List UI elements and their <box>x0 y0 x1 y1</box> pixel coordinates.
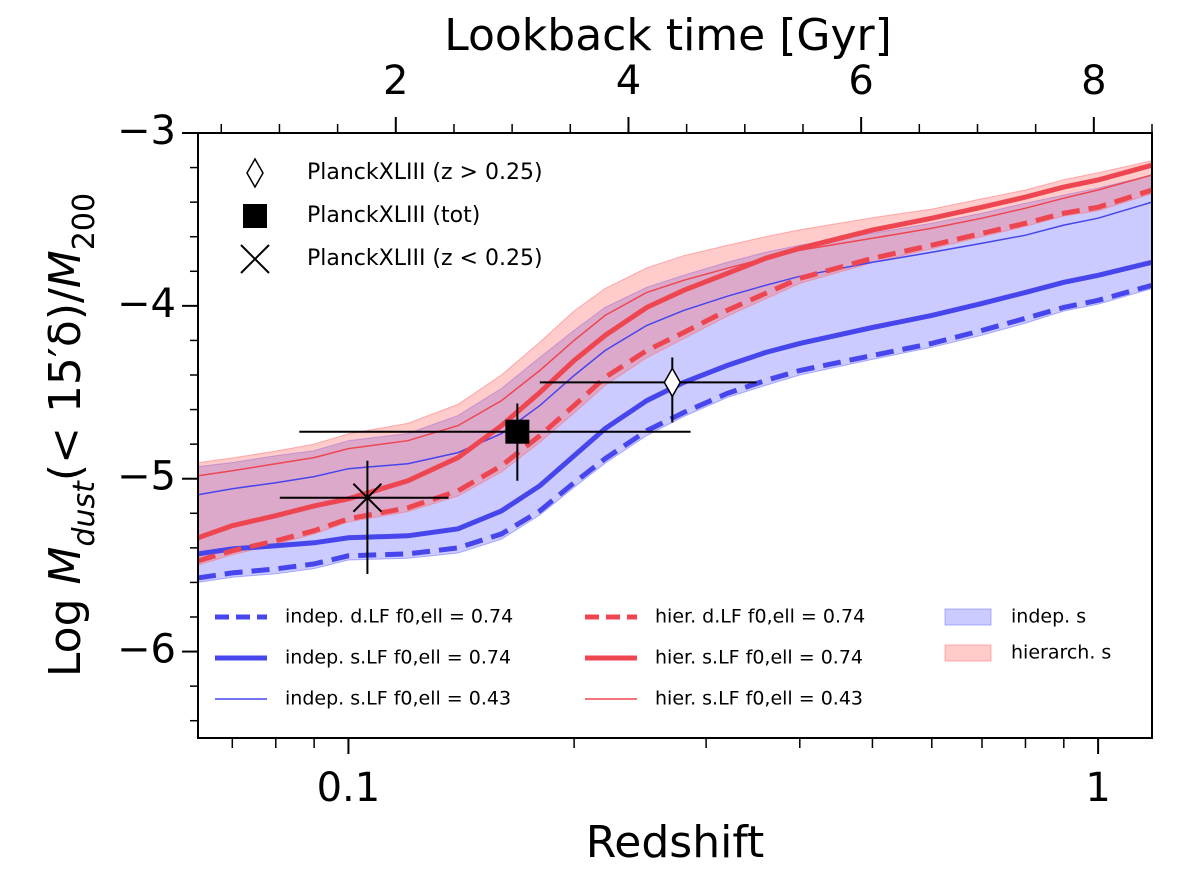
y-label-part: dust <box>67 480 102 547</box>
top-tick-label: 2 <box>383 58 408 104</box>
legend-label: PlanckXLIII (tot) <box>307 203 480 228</box>
y-tick-label: −3 <box>117 108 176 154</box>
band <box>198 160 1152 566</box>
legend-patch <box>944 608 992 626</box>
y-label-part: M <box>40 250 91 288</box>
line <box>198 201 1152 496</box>
marker-diamond <box>246 157 264 189</box>
x-axis-label: Redshift <box>586 817 765 868</box>
marker-square <box>505 419 530 444</box>
top-tick-label: 4 <box>616 58 641 104</box>
legend-label: indep. s.LF f0,ell = 0.74 <box>285 647 511 669</box>
legend-label: PlanckXLIII (z < 0.25) <box>307 246 543 271</box>
line <box>198 259 1152 557</box>
plot-data <box>198 160 1152 583</box>
x-tick-label: 1 <box>1085 765 1110 811</box>
marker-cross <box>240 244 270 274</box>
legend-label: indep. d.LF f0,ell = 0.74 <box>285 606 513 628</box>
y-label-part: M <box>40 547 91 585</box>
legend-label: hier. d.LF f0,ell = 0.74 <box>655 606 865 628</box>
y-tick-label: −6 <box>117 627 176 673</box>
y-axis-label: Log Mdust(< 15′δ)/M200 <box>40 193 102 677</box>
y-label-part: 200 <box>67 193 102 250</box>
legend-label: indep. s <box>1011 606 1086 628</box>
marker-diamond <box>663 366 682 398</box>
y-label-part: Log <box>40 585 91 678</box>
marker-cross <box>352 483 383 513</box>
top-tick-label: 8 <box>1081 58 1106 104</box>
line <box>198 162 1152 541</box>
marker-square <box>243 204 267 228</box>
y-label-part: (< 15′δ)/ <box>40 288 91 481</box>
legend-label: hierarch. s <box>1011 642 1111 664</box>
y-tick-label: −4 <box>117 281 176 327</box>
legend-patch <box>944 644 992 662</box>
legend-label: hier. s.LF f0,ell = 0.74 <box>655 647 863 669</box>
top-tick-label: 6 <box>848 58 873 104</box>
top-axis-label: Lookback time [Gyr] <box>444 10 892 61</box>
legend-label: PlanckXLIII (z > 0.25) <box>307 160 543 185</box>
plot-frame <box>197 132 1153 739</box>
x-tick-label: 0.1 <box>317 765 381 811</box>
legend-label: indep. s.LF f0,ell = 0.43 <box>285 688 511 710</box>
y-tick-label: −5 <box>117 454 176 500</box>
line <box>198 187 1152 564</box>
line <box>198 174 1152 477</box>
legend-label: hier. s.LF f0,ell = 0.43 <box>655 688 863 710</box>
